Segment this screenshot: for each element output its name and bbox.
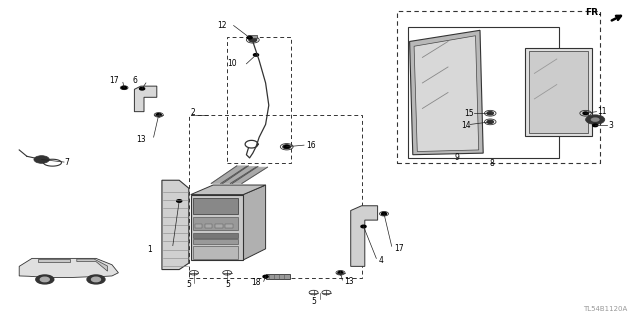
Text: 2: 2: [191, 108, 195, 117]
Text: 5: 5: [186, 280, 191, 289]
Circle shape: [247, 36, 252, 39]
Circle shape: [284, 145, 289, 148]
Bar: [529, 51, 588, 133]
Text: 12: 12: [218, 21, 227, 30]
Text: 7: 7: [64, 158, 69, 167]
Circle shape: [283, 145, 291, 149]
Circle shape: [382, 213, 386, 215]
Circle shape: [87, 275, 105, 284]
Circle shape: [122, 87, 126, 89]
Circle shape: [156, 114, 161, 116]
Text: 5: 5: [311, 297, 316, 306]
Bar: [193, 239, 238, 244]
Bar: [215, 224, 223, 228]
Text: 15: 15: [464, 109, 474, 118]
Circle shape: [140, 87, 145, 90]
Circle shape: [177, 200, 182, 202]
Circle shape: [586, 115, 605, 124]
Text: 1: 1: [148, 245, 152, 254]
Text: 10: 10: [227, 59, 237, 68]
Bar: [397, 11, 600, 163]
Circle shape: [381, 212, 387, 215]
Text: TL54B1120A: TL54B1120A: [583, 306, 627, 312]
Text: 13: 13: [344, 277, 354, 286]
Text: 3: 3: [608, 121, 613, 130]
Text: 4: 4: [379, 256, 384, 265]
Circle shape: [583, 112, 588, 115]
Polygon shape: [77, 259, 108, 271]
Circle shape: [338, 271, 343, 274]
Text: 8: 8: [489, 159, 494, 168]
Text: 5: 5: [225, 280, 230, 289]
Circle shape: [249, 38, 257, 42]
Circle shape: [92, 277, 100, 282]
Polygon shape: [243, 185, 266, 260]
Text: 11: 11: [597, 107, 607, 116]
Polygon shape: [38, 259, 70, 262]
Circle shape: [122, 86, 127, 89]
Circle shape: [253, 54, 259, 56]
Text: 16: 16: [306, 141, 316, 150]
Bar: [266, 274, 290, 279]
Text: 17: 17: [109, 76, 118, 85]
Circle shape: [487, 112, 493, 115]
Circle shape: [487, 120, 493, 123]
Polygon shape: [134, 86, 157, 112]
Bar: [189, 115, 362, 278]
Polygon shape: [351, 206, 378, 266]
Circle shape: [34, 156, 49, 163]
Text: 17: 17: [394, 244, 404, 253]
Circle shape: [593, 124, 598, 127]
Bar: [525, 48, 592, 136]
Bar: [408, 27, 559, 158]
Polygon shape: [162, 180, 189, 270]
Polygon shape: [230, 167, 268, 183]
Circle shape: [263, 275, 268, 278]
Polygon shape: [410, 30, 483, 155]
Bar: [205, 224, 212, 228]
Text: 13: 13: [136, 135, 146, 144]
Text: 9: 9: [454, 153, 460, 162]
Bar: [195, 224, 202, 228]
Circle shape: [40, 277, 49, 282]
Bar: [193, 217, 238, 230]
Polygon shape: [211, 166, 248, 183]
Bar: [193, 246, 238, 259]
Circle shape: [592, 118, 598, 121]
Polygon shape: [414, 36, 479, 152]
Circle shape: [591, 117, 600, 122]
Circle shape: [36, 275, 54, 284]
Bar: [227, 37, 291, 163]
Bar: [191, 195, 243, 260]
Bar: [193, 233, 238, 238]
Text: FR.: FR.: [585, 8, 602, 17]
Bar: [248, 35, 257, 38]
Polygon shape: [19, 258, 118, 278]
Text: 18: 18: [252, 278, 261, 287]
Bar: [225, 224, 233, 228]
Bar: [193, 198, 238, 214]
Text: 6: 6: [132, 76, 138, 85]
Circle shape: [361, 225, 366, 228]
Polygon shape: [221, 167, 258, 183]
Text: 14: 14: [461, 121, 470, 130]
Polygon shape: [191, 185, 266, 195]
